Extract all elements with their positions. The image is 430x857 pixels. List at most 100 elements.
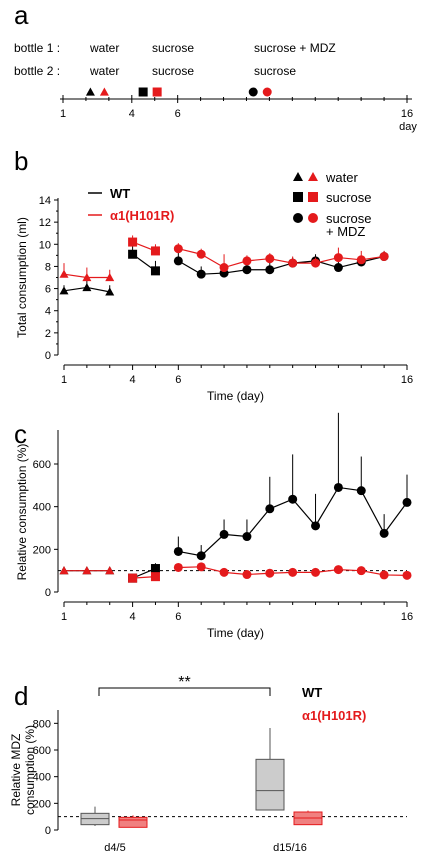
data-point — [196, 551, 206, 561]
significance-label: ** — [178, 674, 190, 691]
series-line — [178, 248, 385, 269]
data-point — [173, 546, 183, 556]
period2-bottle2: sucrose — [152, 64, 194, 78]
y-tick-label: 14 — [39, 195, 51, 207]
panel-letter-c: c — [14, 419, 27, 449]
legend-marker-mut — [308, 192, 318, 202]
data-point — [105, 273, 115, 282]
y-tick-label: 4 — [45, 306, 51, 318]
timeline-tick-label: 1 — [60, 108, 66, 120]
timeline-tick-label: 4 — [129, 108, 135, 120]
data-point — [219, 263, 229, 273]
data-point — [333, 565, 343, 575]
data-point — [196, 562, 206, 572]
y-tick-label: 200 — [33, 544, 51, 556]
data-point — [356, 486, 366, 496]
data-point — [288, 567, 298, 577]
data-point — [128, 237, 138, 247]
legend-marker-wt — [293, 192, 303, 202]
data-point — [128, 249, 138, 259]
y-tick-label: 400 — [33, 772, 51, 784]
x-tick-label: 6 — [175, 374, 181, 386]
legend-marker-label: + MDZ — [326, 224, 365, 239]
legend-marker-label: water — [325, 170, 358, 185]
data-point — [265, 254, 275, 264]
data-point — [333, 253, 343, 263]
y-tick-label: 600 — [33, 745, 51, 757]
data-point — [288, 258, 298, 268]
y-tick-label: 0 — [45, 350, 51, 362]
timeline-marker-wt — [138, 87, 148, 97]
significance-bracket — [98, 687, 271, 696]
data-point — [242, 532, 252, 542]
category-label: d15/16 — [273, 842, 307, 854]
data-point — [105, 287, 115, 296]
data-point — [105, 566, 115, 575]
y-axis-label: Relative MDZ — [9, 734, 23, 807]
x-axis-label: Time (day) — [207, 626, 264, 640]
legend-label-wt: WT — [302, 685, 322, 700]
box — [255, 758, 285, 811]
x-tick-label: 1 — [61, 374, 67, 386]
data-point — [59, 269, 69, 278]
data-point — [402, 497, 412, 507]
series-line — [178, 255, 385, 275]
data-point — [265, 568, 275, 578]
legend-marker-mut — [308, 172, 318, 181]
period3-bottle1: sucrose + MDZ — [254, 41, 336, 55]
timeline-marker-mut — [262, 87, 272, 97]
y-axis-label: consumption (%) — [23, 725, 37, 815]
y-axis-label: Total consumption (ml) — [15, 217, 29, 338]
data-point — [311, 567, 321, 577]
data-point — [150, 266, 160, 276]
data-point — [379, 251, 389, 261]
data-point — [379, 570, 389, 580]
bottle2-label: bottle 2 : — [14, 64, 60, 78]
y-tick-label: 6 — [45, 284, 51, 296]
timeline-marker-mut — [152, 87, 162, 97]
x-tick-label: 16 — [401, 374, 413, 386]
data-point — [150, 246, 160, 256]
box — [118, 816, 148, 828]
period1-bottle1: water — [89, 41, 119, 55]
data-point — [150, 564, 160, 574]
data-point — [82, 282, 92, 292]
legend-marker-mut — [308, 213, 318, 223]
legend-label-mut: α1(H101R) — [110, 208, 174, 223]
y-tick-label: 2 — [45, 328, 51, 340]
timeline-tick-label: 16 — [401, 108, 413, 120]
panel-letter-d: d — [14, 681, 28, 711]
panel-a-timeline: bottle 1 : bottle 2 : water water sucros… — [14, 41, 417, 133]
legend-marker-label: sucrose — [326, 211, 372, 226]
data-point — [196, 249, 206, 259]
data-point — [379, 528, 389, 538]
y-tick-label: 0 — [45, 587, 51, 599]
legend-marker-label: sucrose — [326, 190, 372, 205]
y-tick-label: 600 — [33, 459, 51, 471]
timeline-tick-label: 6 — [175, 108, 181, 120]
timeline-unit: day — [399, 121, 417, 133]
data-point — [196, 269, 206, 279]
data-point — [82, 566, 92, 575]
data-point — [265, 265, 275, 275]
legend-label-mut: α1(H101R) — [302, 708, 366, 723]
data-point — [333, 482, 343, 492]
category-label: d4/5 — [104, 842, 125, 854]
x-tick-label: 4 — [130, 374, 136, 386]
period3-bottle2: sucrose — [254, 64, 296, 78]
data-point — [242, 570, 252, 580]
data-point — [333, 263, 343, 273]
data-point — [150, 572, 160, 582]
timeline-marker-mut — [99, 87, 109, 96]
data-point — [173, 244, 183, 254]
data-point — [173, 256, 183, 266]
y-axis-label: Relative consumption (%) — [15, 444, 29, 581]
data-point — [82, 273, 92, 282]
data-point — [219, 529, 229, 539]
y-tick-label: 800 — [33, 718, 51, 730]
y-tick-label: 400 — [33, 502, 51, 514]
panel-c-relative-consumption: 0 200 400 600 1 4 6 16 Time (day) Relative consum… — [15, 412, 413, 640]
period2-bottle1: sucrose — [152, 41, 194, 55]
y-tick-label: 200 — [33, 798, 51, 810]
